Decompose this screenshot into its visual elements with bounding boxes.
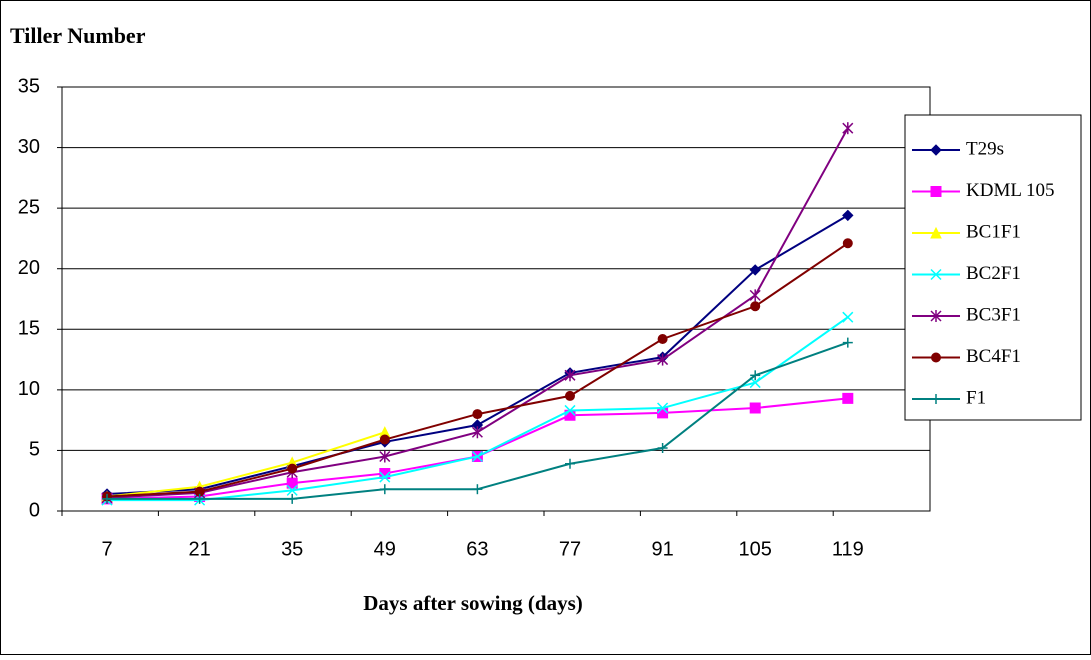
marker-stroke bbox=[657, 402, 669, 414]
x-tick-label: 49 bbox=[374, 538, 396, 560]
x-tick-label: 105 bbox=[739, 538, 772, 560]
marker bbox=[931, 352, 941, 363]
x-tick-label: 21 bbox=[188, 538, 210, 560]
y-tick-label: 25 bbox=[18, 196, 40, 218]
marker bbox=[657, 443, 668, 454]
marker bbox=[657, 407, 669, 419]
marker bbox=[657, 353, 669, 366]
marker bbox=[930, 268, 942, 281]
marker bbox=[564, 404, 576, 416]
marker bbox=[930, 226, 942, 239]
marker bbox=[749, 264, 761, 276]
marker-shape bbox=[657, 333, 668, 344]
marker bbox=[842, 209, 854, 222]
marker bbox=[565, 458, 575, 469]
y-tick-label: 5 bbox=[29, 439, 40, 461]
x-tick-label: 91 bbox=[651, 538, 673, 560]
marker bbox=[471, 426, 483, 439]
x-tick-label: 7 bbox=[101, 538, 112, 560]
marker bbox=[287, 463, 298, 474]
marker-shape bbox=[842, 209, 854, 222]
marker-shape bbox=[472, 409, 483, 420]
marker bbox=[194, 486, 205, 497]
marker bbox=[564, 369, 576, 382]
legend-label: BC1F1 bbox=[966, 221, 1021, 242]
marker bbox=[750, 301, 761, 312]
marker-shape bbox=[194, 486, 205, 497]
marker-stroke bbox=[379, 471, 391, 483]
marker bbox=[930, 186, 942, 197]
marker bbox=[931, 394, 941, 404]
marker-shape bbox=[930, 226, 942, 239]
y-tick-label: 20 bbox=[18, 257, 40, 279]
marker-shape bbox=[930, 144, 942, 156]
marker bbox=[379, 484, 390, 495]
marker bbox=[749, 289, 761, 302]
legend-label: BC3F1 bbox=[966, 304, 1021, 325]
marker bbox=[842, 337, 853, 348]
marker-shape bbox=[749, 402, 761, 414]
marker bbox=[930, 144, 942, 156]
marker-shape bbox=[379, 434, 390, 445]
marker-stroke bbox=[842, 311, 854, 323]
y-tick-label: 15 bbox=[18, 318, 40, 340]
chart-title: Tiller Number bbox=[10, 23, 146, 48]
marker bbox=[842, 238, 853, 249]
legend-label: BC4F1 bbox=[966, 346, 1021, 367]
marker-shape bbox=[842, 238, 853, 249]
x-tick-label: 119 bbox=[832, 538, 864, 560]
marker bbox=[750, 370, 761, 381]
marker bbox=[286, 484, 298, 496]
marker-shape bbox=[749, 264, 761, 276]
marker bbox=[842, 311, 854, 323]
marker bbox=[842, 122, 854, 135]
legend-label: F1 bbox=[966, 387, 986, 408]
y-tick-label: 30 bbox=[18, 136, 40, 158]
marker bbox=[379, 434, 390, 445]
marker bbox=[472, 409, 483, 420]
marker bbox=[749, 377, 761, 389]
marker-shape bbox=[286, 477, 298, 489]
legend-label: BC2F1 bbox=[966, 263, 1021, 284]
marker bbox=[842, 392, 854, 404]
marker-shape bbox=[565, 390, 575, 401]
marker bbox=[471, 450, 483, 463]
x-tick-label: 77 bbox=[559, 538, 581, 560]
marker bbox=[102, 493, 112, 504]
marker-shape bbox=[287, 463, 298, 474]
marker bbox=[472, 484, 483, 495]
x-tick-label: 35 bbox=[281, 538, 303, 560]
marker bbox=[379, 471, 391, 483]
marker-stroke bbox=[471, 450, 483, 463]
y-tick-label: 35 bbox=[18, 75, 40, 97]
marker bbox=[565, 390, 575, 401]
series-line bbox=[106, 431, 386, 498]
marker-stroke bbox=[749, 377, 761, 389]
marker-stroke bbox=[286, 484, 298, 496]
marker bbox=[930, 310, 942, 322]
legend-label: KDML 105 bbox=[966, 180, 1055, 201]
marker-shape bbox=[930, 186, 942, 197]
marker bbox=[657, 333, 668, 344]
legend-label: T29s bbox=[966, 138, 1004, 159]
y-tick-label: 0 bbox=[29, 499, 40, 521]
marker bbox=[194, 493, 205, 504]
marker bbox=[749, 402, 761, 414]
marker-shape bbox=[931, 352, 941, 363]
marker-shape bbox=[657, 407, 669, 419]
marker-shape bbox=[750, 301, 761, 312]
x-tick-label: 63 bbox=[466, 538, 488, 560]
marker bbox=[287, 493, 298, 504]
legend bbox=[904, 114, 1082, 421]
marker-shape bbox=[842, 392, 854, 404]
x-axis-label: Days after sowing (days) bbox=[363, 591, 583, 615]
y-tick-label: 10 bbox=[18, 378, 40, 400]
marker bbox=[657, 402, 669, 414]
marker bbox=[286, 477, 298, 489]
marker-stroke bbox=[930, 268, 942, 281]
marker-stroke bbox=[564, 404, 576, 416]
marker bbox=[379, 450, 391, 463]
